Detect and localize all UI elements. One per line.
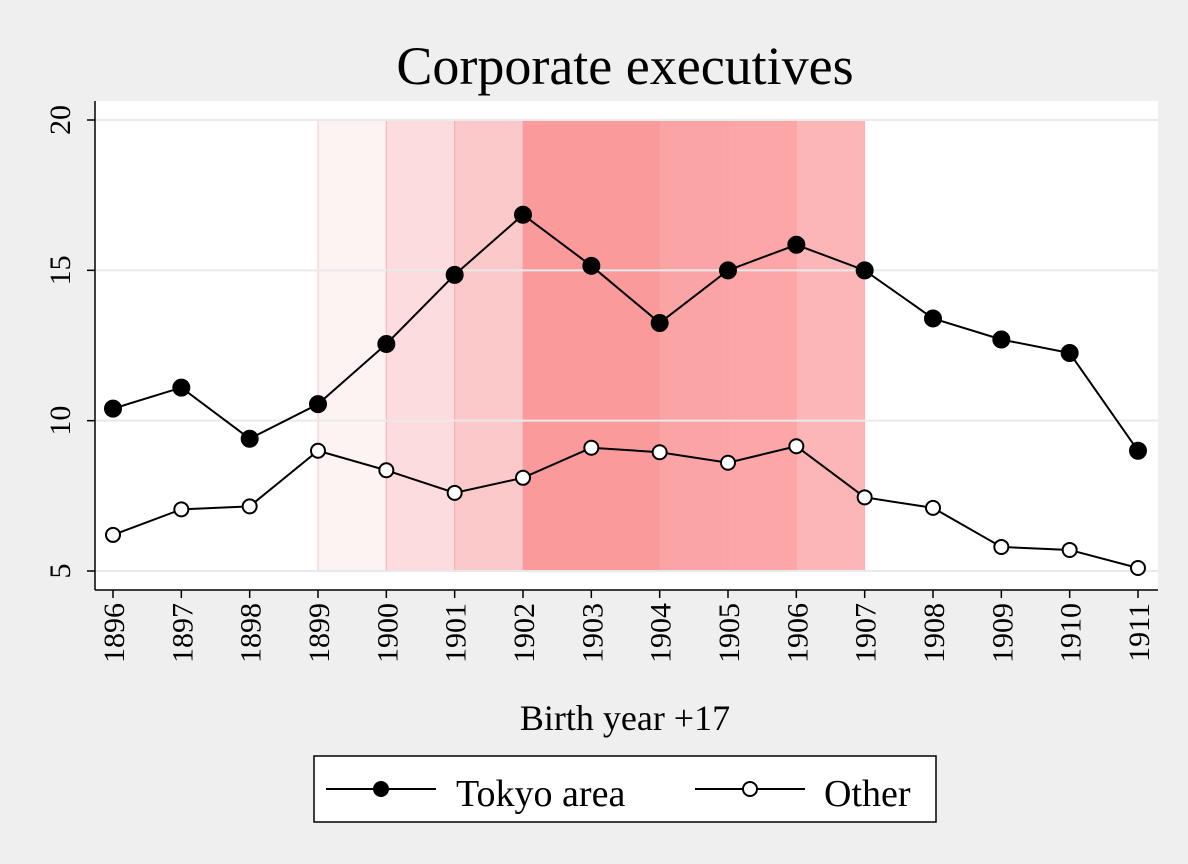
x-tick-label-1899: 1899: [303, 603, 336, 663]
legend-marker-other: [742, 781, 758, 797]
x-tick-label-1902: 1902: [508, 603, 541, 663]
series-lines: [112, 213, 1139, 569]
point-other-1911: [1130, 559, 1146, 576]
x-tick-label-1903: 1903: [576, 603, 609, 663]
y-tick-label-5: 5: [44, 564, 77, 579]
x-tick-label-1897: 1897: [166, 603, 199, 663]
x-tick-label-1908: 1908: [918, 603, 951, 663]
point-tokyo-area-1907: [855, 261, 874, 280]
point-other-1900: [378, 462, 395, 479]
point-other-1908: [925, 499, 941, 516]
point-tokyo-area-1911: [1129, 441, 1147, 460]
point-tokyo-area-1905: [719, 261, 737, 280]
point-tokyo-area-1904: [650, 313, 669, 332]
point-other-1905: [720, 454, 736, 471]
shaded-band-1902-1904: [522, 119, 661, 572]
point-other-1899: [310, 442, 326, 459]
x-tick-label-1904: 1904: [645, 603, 678, 663]
x-tick-label-1901: 1901: [440, 603, 473, 663]
x-tick-label-1898: 1898: [235, 603, 268, 663]
legend-label-other: Other: [824, 773, 911, 815]
point-other-1907: [856, 489, 873, 506]
point-other-1906: [788, 438, 805, 455]
shaded-band-1904-1905: [659, 119, 729, 572]
point-tokyo-area-1898: [240, 429, 259, 448]
shaded-band-1906-1907: [795, 119, 866, 572]
x-tick-label-1900: 1900: [371, 603, 404, 663]
x-tick-label-1910: 1910: [1055, 603, 1088, 663]
y-tick-label-15: 15: [44, 255, 77, 285]
y-tick-label-10: 10: [44, 406, 77, 436]
y-tick-label-20: 20: [44, 105, 77, 135]
x-tick-label-1906: 1906: [781, 603, 814, 663]
point-tokyo-area-1897: [172, 378, 191, 397]
shaded-bands: [317, 119, 866, 572]
point-other-1902: [515, 469, 531, 486]
x-axis-label: Birth year +17: [520, 698, 730, 738]
point-other-1904: [651, 444, 668, 461]
legend: Tokyo area Other: [313, 755, 937, 823]
series-markers: [104, 205, 1147, 576]
x-tick-label-1911: 1911: [1123, 603, 1156, 662]
x-tick-label-1909: 1909: [986, 603, 1019, 663]
series-line-other: [112, 445, 1139, 569]
shaded-band-1900-1901: [385, 119, 456, 572]
point-other-1897: [173, 501, 190, 518]
point-tokyo-area-1901: [445, 265, 464, 284]
point-tokyo-area-1899: [309, 395, 327, 414]
point-tokyo-area-1909: [992, 330, 1011, 349]
point-other-1898: [241, 498, 258, 515]
x-tick-label-1896: 1896: [98, 603, 131, 663]
point-tokyo-area-1896: [104, 399, 122, 418]
series-line-tokyo-area: [112, 213, 1139, 452]
point-tokyo-area-1906: [787, 235, 806, 254]
point-other-1901: [446, 484, 463, 501]
shaded-band-1901-1902: [454, 119, 524, 572]
point-other-1910: [1061, 541, 1078, 558]
point-tokyo-area-1902: [514, 205, 532, 224]
chart-title: Corporate executives: [396, 36, 853, 96]
x-tick-label-1905: 1905: [713, 603, 746, 663]
point-other-1903: [583, 439, 600, 456]
shaded-band-1899-1900: [317, 119, 387, 572]
legend-marker-tokyo-area: [373, 781, 389, 797]
grid-lines: [95, 119, 1158, 572]
point-tokyo-area-1900: [377, 334, 396, 353]
axes: 5 10 15 20 1896 1897 1898 1899 1900 1901 1902 1903 1…: [44, 101, 1158, 663]
legend-label-tokyo-area: Tokyo area: [456, 773, 625, 815]
shaded-band-1905-1906: [727, 119, 797, 572]
point-other-1909: [993, 538, 1010, 555]
point-tokyo-area-1908: [924, 309, 942, 328]
x-tick-label-1907: 1907: [850, 603, 883, 663]
point-tokyo-area-1910: [1060, 344, 1079, 363]
point-other-1896: [105, 526, 121, 543]
point-tokyo-area-1903: [582, 256, 601, 275]
